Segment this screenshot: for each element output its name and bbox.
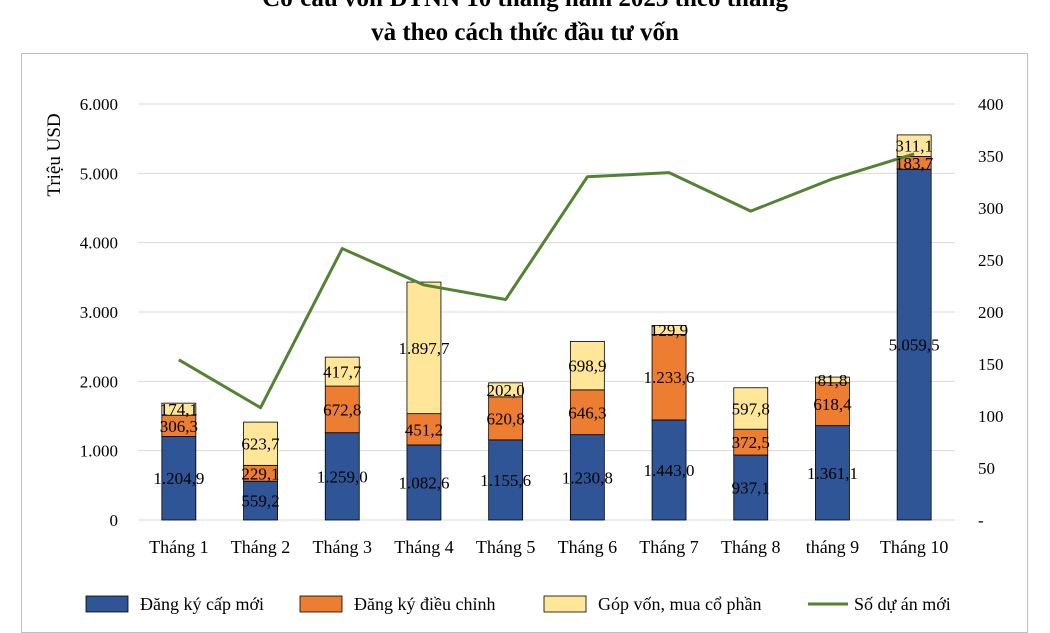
chart-title: Cơ cấu vốn ĐTNN 10 tháng năm 2023 theo t… bbox=[0, 0, 1050, 50]
bar-segment-3 bbox=[406, 281, 442, 415]
y-tick-label: 6.000 bbox=[80, 95, 118, 114]
y-tick-label: 4.000 bbox=[80, 234, 118, 253]
bar-segment-3 bbox=[488, 382, 524, 398]
data-label: 372,5 bbox=[732, 433, 770, 452]
data-label: 1.259,0 bbox=[317, 467, 368, 486]
x-tick-label: Tháng 8 bbox=[721, 537, 780, 557]
legend-swatch bbox=[299, 595, 343, 613]
data-label: 183,7 bbox=[895, 154, 934, 173]
x-tick-label: Tháng 4 bbox=[394, 537, 453, 557]
x-tick-label: Tháng 6 bbox=[558, 537, 617, 557]
data-label: 698,9 bbox=[568, 357, 606, 376]
y2-tick-label: 200 bbox=[978, 303, 1004, 322]
y-tick-label: 5.000 bbox=[80, 164, 118, 183]
data-label: 672,8 bbox=[323, 400, 361, 419]
legend-label: Góp vốn, mua cổ phần bbox=[598, 594, 761, 614]
y-tick-label: 1.000 bbox=[80, 442, 118, 461]
bar-segment-2 bbox=[324, 385, 360, 434]
legend-label: Số dự án mới bbox=[854, 594, 951, 614]
x-tick-label: Tháng 5 bbox=[476, 537, 535, 557]
bar-segment-3 bbox=[651, 325, 687, 335]
bar-segment-2 bbox=[488, 396, 524, 441]
y-tick-label: 0 bbox=[110, 511, 119, 530]
data-label: 1.361,1 bbox=[807, 464, 858, 483]
bar-segment-3 bbox=[733, 387, 769, 430]
bar-segment-1 bbox=[733, 454, 769, 521]
data-label: 129,9 bbox=[650, 321, 688, 340]
data-label: 417,7 bbox=[323, 363, 362, 382]
series-line bbox=[178, 152, 915, 410]
x-tick-label: tháng 9 bbox=[806, 537, 860, 557]
bar-segment-1 bbox=[815, 425, 850, 521]
data-label: 646,3 bbox=[568, 403, 606, 422]
bar-segment-2 bbox=[569, 389, 605, 436]
y2-tick-label: 400 bbox=[978, 95, 1004, 114]
x-tick-label: Tháng 2 bbox=[231, 537, 290, 557]
bar-segment-3 bbox=[815, 376, 850, 384]
x-tick-label: Tháng 10 bbox=[880, 537, 948, 557]
data-label: 618,4 bbox=[813, 395, 852, 414]
data-label: 1.155,6 bbox=[480, 471, 531, 490]
chart-title-line-1: Cơ cấu vốn ĐTNN 10 tháng năm 2023 theo t… bbox=[0, 0, 1050, 16]
bar-segment-3 bbox=[324, 356, 360, 387]
data-label: 597,8 bbox=[732, 399, 770, 418]
data-label: 229,1 bbox=[241, 464, 279, 483]
data-label: 1.204,9 bbox=[153, 469, 204, 488]
data-label: 1.897,7 bbox=[398, 339, 450, 358]
chart-title-line-2: và theo cách thức đầu tư vốn bbox=[371, 19, 679, 46]
bar-segment-2 bbox=[815, 382, 850, 427]
x-tick-label: Tháng 1 bbox=[149, 537, 208, 557]
data-label: 81,8 bbox=[818, 371, 848, 390]
bar-segment-3 bbox=[896, 134, 932, 157]
x-tick-label: Tháng 7 bbox=[639, 537, 698, 557]
bar-segment-3 bbox=[161, 402, 197, 416]
y-tick-label: 3.000 bbox=[80, 303, 118, 322]
data-label: 174,1 bbox=[160, 400, 198, 419]
legend-label: Đăng ký điều chỉnh bbox=[354, 594, 495, 614]
bar-segment-3 bbox=[569, 340, 605, 391]
y-tick-label: 2.000 bbox=[80, 372, 118, 391]
data-label: 623,7 bbox=[241, 435, 280, 454]
legend-label: Đăng ký cấp mới bbox=[140, 594, 264, 614]
legend-swatch bbox=[543, 595, 587, 613]
data-label: 1.233,6 bbox=[644, 368, 695, 387]
y2-tick-label: 300 bbox=[978, 199, 1004, 218]
y2-tick-label: 150 bbox=[978, 355, 1004, 374]
bar-segment-1 bbox=[406, 444, 442, 521]
y2-tick-label: - bbox=[978, 511, 984, 530]
bar-segment-3 bbox=[243, 421, 278, 466]
y2-tick-label: 350 bbox=[978, 147, 1004, 166]
data-label: 311,1 bbox=[895, 137, 933, 156]
y2-tick-label: 100 bbox=[978, 407, 1004, 426]
y2-tick-label: 50 bbox=[978, 459, 995, 478]
bar-segment-1 bbox=[651, 419, 687, 521]
bar-segment-1 bbox=[161, 436, 197, 521]
data-label: 620,8 bbox=[487, 409, 525, 428]
data-label: 1.443,0 bbox=[644, 461, 695, 480]
bar-segment-2 bbox=[733, 428, 769, 456]
data-label: 937,1 bbox=[732, 479, 770, 498]
legend-swatch bbox=[85, 595, 129, 613]
x-tick-label: Tháng 3 bbox=[313, 537, 372, 557]
data-label: 306,3 bbox=[160, 417, 198, 436]
data-label: 1.082,6 bbox=[398, 473, 449, 492]
data-label: 451,2 bbox=[405, 420, 443, 439]
bar-segment-1 bbox=[243, 480, 278, 521]
y2-tick-label: 250 bbox=[978, 251, 1004, 270]
y-axis-title: Triệu USD bbox=[44, 113, 65, 196]
data-label: 202,0 bbox=[487, 381, 525, 400]
bar-segment-1 bbox=[569, 434, 605, 521]
data-label: 559,2 bbox=[241, 492, 279, 511]
bar-segment-2 bbox=[651, 334, 687, 421]
data-label: 1.230,8 bbox=[562, 468, 613, 487]
data-label: 5.059,5 bbox=[889, 336, 940, 355]
